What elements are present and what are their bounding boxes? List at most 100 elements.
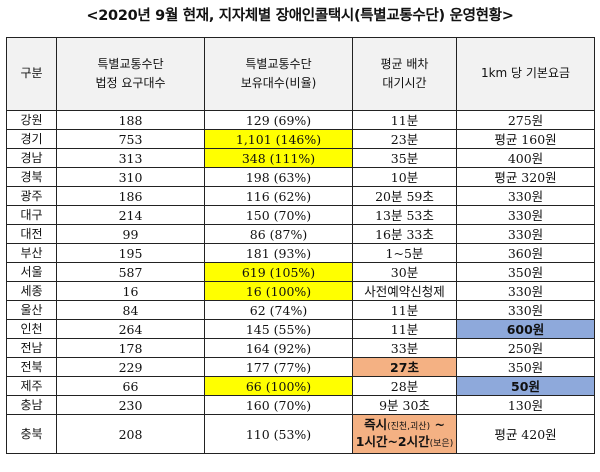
cell-owned: 160 (70%) [204, 395, 353, 415]
header-owned: 특별교통수단 보유대수(비율) [204, 37, 353, 111]
cell-fare: 330원 [456, 224, 595, 244]
table-row: 대구 214 150 (70%) 13분 53초 330원 [6, 205, 595, 225]
cell-owned: 164 (92%) [204, 338, 353, 358]
cell-fare: 330원 [456, 300, 595, 320]
cell-fare: 평균 320원 [456, 167, 595, 187]
page-title: <2020년 9월 현재, 지자체별 장애인콜택시(특별교통수단) 운영현황> [86, 8, 514, 24]
cell-wait: 즉시(진천,괴산) ~ 1시간~2시간(보은) [352, 414, 457, 454]
cell-owned: 116 (62%) [204, 186, 353, 206]
table-row: 울산 84 62 (74%) 11분 330원 [6, 300, 595, 320]
cell-required: 188 [56, 110, 205, 130]
cell-required: 195 [56, 243, 205, 263]
cell-required: 264 [56, 319, 205, 339]
cell-required: 230 [56, 395, 205, 415]
cell-wait: 9분 30초 [352, 395, 457, 415]
cell-wait: 13분 53초 [352, 205, 457, 225]
cell-required: 84 [56, 300, 205, 320]
cell-owned: 181 (93%) [204, 243, 353, 263]
cell-fare: 330원 [456, 186, 595, 206]
cell-owned: 66 (100%) [204, 376, 353, 396]
table-row: 경기 753 1,101 (146%) 23분 평균 160원 [6, 129, 595, 149]
cell-wait: 23분 [352, 129, 457, 149]
header-region: 구분 [6, 37, 57, 111]
cell-required: 16 [56, 281, 205, 301]
cell-fare: 50원 [456, 376, 595, 396]
cell-fare: 275원 [456, 110, 595, 130]
cell-fare: 250원 [456, 338, 595, 358]
cell-required: 753 [56, 129, 205, 149]
cell-region: 인천 [6, 319, 57, 339]
cell-region: 부산 [6, 243, 57, 263]
cell-owned: 16 (100%) [204, 281, 353, 301]
cell-region: 경북 [6, 167, 57, 187]
cell-owned: 198 (63%) [204, 167, 353, 187]
table-row: 서울 587 619 (105%) 30분 350원 [6, 262, 595, 282]
table-row: 광주 186 116 (62%) 20분 59초 330원 [6, 186, 595, 206]
cell-wait: 사전예약신청제 [352, 281, 457, 301]
cell-owned: 145 (55%) [204, 319, 353, 339]
cell-wait: 30분 [352, 262, 457, 282]
cell-owned: 348 (111%) [204, 148, 353, 168]
cell-owned: 129 (69%) [204, 110, 353, 130]
cell-wait: 33분 [352, 338, 457, 358]
cell-required: 313 [56, 148, 205, 168]
cell-required: 229 [56, 357, 205, 377]
cell-required: 310 [56, 167, 205, 187]
table-row: 전남 178 164 (92%) 33분 250원 [6, 338, 595, 358]
cell-region: 세종 [6, 281, 57, 301]
cell-required: 99 [56, 224, 205, 244]
table-row: 인천 264 145 (55%) 11분 600원 [6, 319, 595, 339]
cell-region: 광주 [6, 186, 57, 206]
cell-region: 전남 [6, 338, 57, 358]
header-wait: 평균 배차 대기시간 [352, 37, 457, 111]
table-row: 경북 310 198 (63%) 10분 평균 320원 [6, 167, 595, 187]
cell-required: 186 [56, 186, 205, 206]
table-body: 강원 188 129 (69%) 11분 275원 경기 753 1,101 (146%) 23… [6, 110, 595, 454]
cell-fare: 평균 420원 [456, 414, 595, 454]
table-row: 전북 229 177 (77%) 27초 350원 [6, 357, 595, 377]
cell-region: 경기 [6, 129, 57, 149]
cell-wait: 20분 59초 [352, 186, 457, 206]
table-row-last: 충북 208 110 (53%) 즉시(진천,괴산) ~ 1시간~2시간(보은)… [6, 414, 595, 454]
header-row: 구분 특별교통수단 법정 요구대수 특별교통수단 보유대수(비율) 평균 배차 대기시… [6, 37, 595, 111]
cell-fare: 350원 [456, 357, 595, 377]
cell-region: 경남 [6, 148, 57, 168]
cell-fare: 350원 [456, 262, 595, 282]
cell-fare: 평균 160원 [456, 129, 595, 149]
cell-wait: 1~5분 [352, 243, 457, 263]
cell-fare: 600원 [456, 319, 595, 339]
table-row: 부산 195 181 (93%) 1~5분 360원 [6, 243, 595, 263]
cell-owned: 1,101 (146%) [204, 129, 353, 149]
cell-region: 충북 [6, 414, 57, 454]
cell-fare: 330원 [456, 205, 595, 225]
cell-region: 대전 [6, 224, 57, 244]
cell-required: 587 [56, 262, 205, 282]
cell-required: 178 [56, 338, 205, 358]
cell-wait: 10분 [352, 167, 457, 187]
cell-fare: 330원 [456, 281, 595, 301]
cell-required: 214 [56, 205, 205, 225]
cell-region: 충남 [6, 395, 57, 415]
cell-wait: 11분 [352, 300, 457, 320]
cell-wait: 28분 [352, 376, 457, 396]
table-row: 대전 99 86 (87%) 16분 33초 330원 [6, 224, 595, 244]
table-row: 세종 16 16 (100%) 사전예약신청제 330원 [6, 281, 595, 301]
cell-owned: 86 (87%) [204, 224, 353, 244]
cell-owned: 619 (105%) [204, 262, 353, 282]
cell-required: 208 [56, 414, 205, 454]
cell-wait: 11분 [352, 110, 457, 130]
cell-wait: 27초 [352, 357, 457, 377]
cell-wait: 16분 33초 [352, 224, 457, 244]
cell-region: 강원 [6, 110, 57, 130]
cell-region: 전북 [6, 357, 57, 377]
cell-wait: 35분 [352, 148, 457, 168]
status-table: 구분 특별교통수단 법정 요구대수 특별교통수단 보유대수(비율) 평균 배차 대기시… [6, 37, 595, 454]
table-row: 충남 230 160 (70%) 9분 30초 130원 [6, 395, 595, 415]
cell-wait: 11분 [352, 319, 457, 339]
cell-region: 제주 [6, 376, 57, 396]
cell-fare: 360원 [456, 243, 595, 263]
header-fare: 1km 당 기본요금 [456, 37, 595, 111]
cell-required: 66 [56, 376, 205, 396]
cell-fare: 400원 [456, 148, 595, 168]
